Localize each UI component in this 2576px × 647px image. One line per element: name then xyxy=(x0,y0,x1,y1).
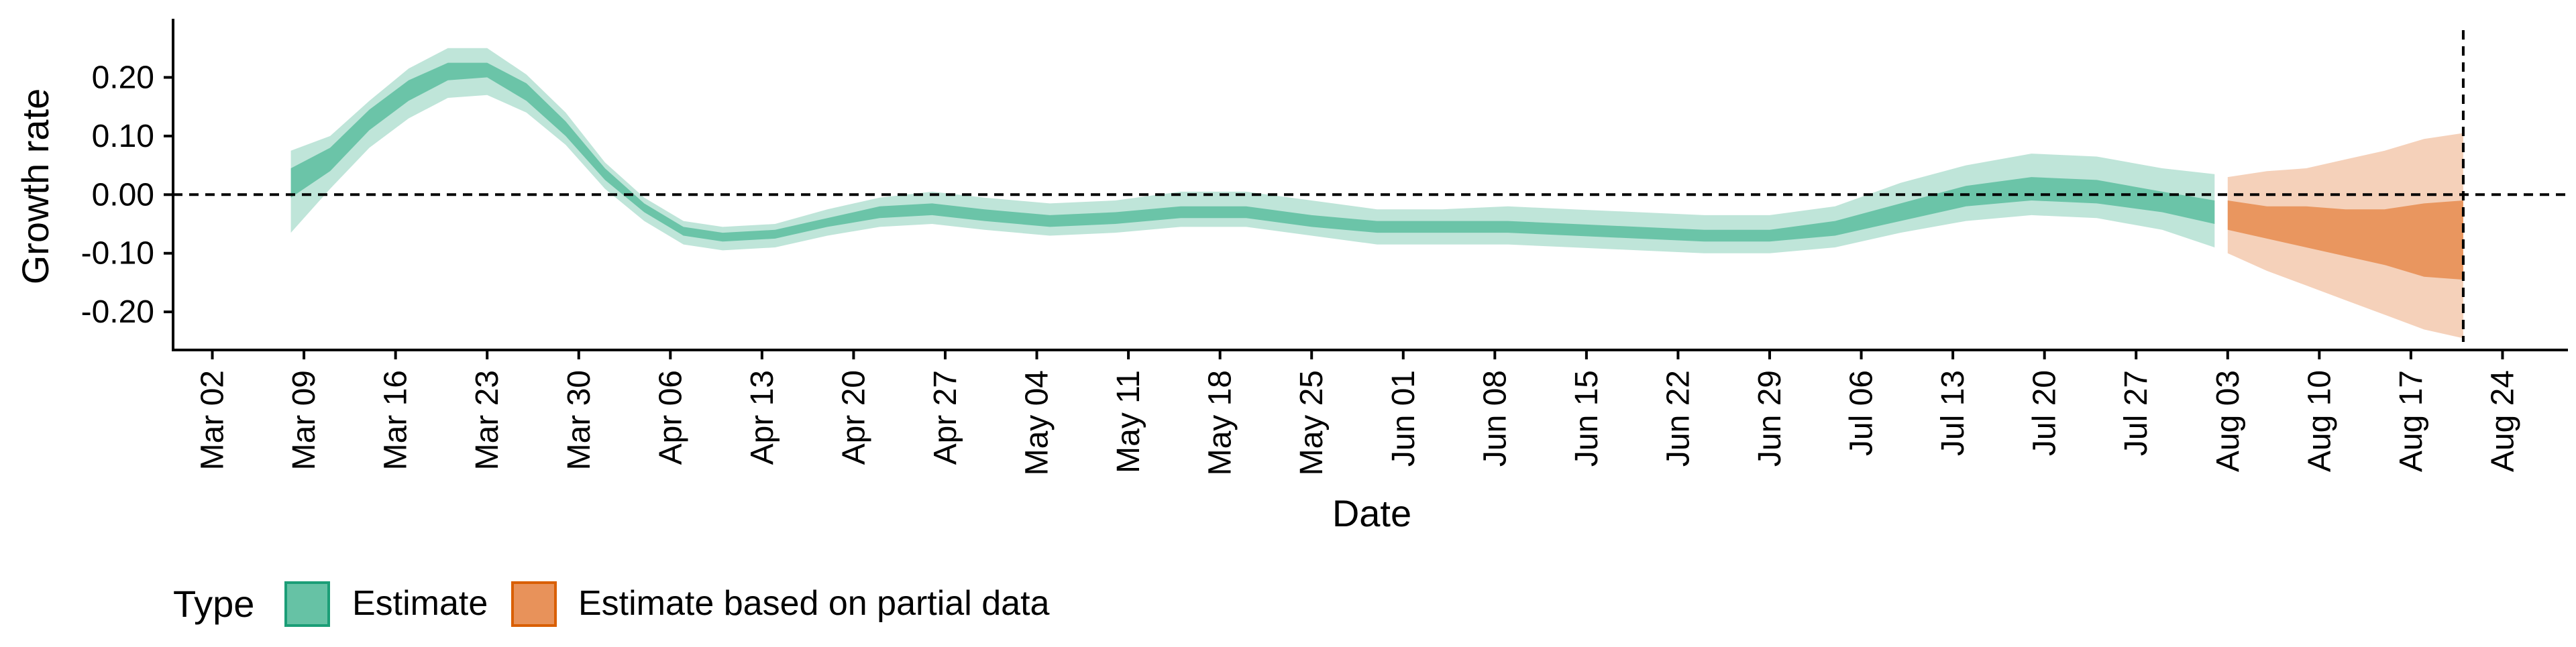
x-tick-label: Jun 01 xyxy=(1386,370,1421,467)
reference-lines xyxy=(173,30,2568,342)
bands-layer xyxy=(290,48,2463,339)
y-ticks: 0.20 0.10 0.00 -0.10 -0.20 xyxy=(81,60,173,330)
y-tick-label: -0.20 xyxy=(81,294,154,330)
x-tick-label: Jun 22 xyxy=(1660,370,1696,467)
y-axis-title: Growth rate xyxy=(14,89,56,285)
legend-key-estimate xyxy=(284,581,330,627)
y-tick-label: -0.10 xyxy=(81,236,154,272)
x-tick-label: Aug 17 xyxy=(2394,370,2429,472)
x-tick-label: Aug 10 xyxy=(2302,370,2337,472)
x-tick-label: Mar 23 xyxy=(470,370,505,470)
x-tick-label: Apr 06 xyxy=(653,370,688,465)
legend: Type Estimate Estimate based on partial … xyxy=(173,581,1050,627)
legend-label-partial-data: Estimate based on partial data xyxy=(578,584,1050,623)
x-tick-label: Mar 02 xyxy=(195,370,231,470)
x-tick-label: Jul 27 xyxy=(2118,370,2154,456)
x-tick-label: Aug 03 xyxy=(2210,370,2246,472)
x-tick-label: May 25 xyxy=(1294,370,1330,475)
x-tick-label: Aug 24 xyxy=(2485,370,2521,472)
x-tick-label: May 11 xyxy=(1111,370,1146,473)
x-tick-label: Jul 20 xyxy=(2027,370,2063,456)
x-ticks: Mar 02 Mar 09 Mar 16 Mar 23 Mar 30 Apr 06 Apr … xyxy=(195,350,2521,475)
partial-data-band-50 xyxy=(2227,200,2463,280)
legend-key-partial-data xyxy=(511,581,557,627)
x-tick-label: Apr 27 xyxy=(928,370,963,465)
x-tick-label: Apr 20 xyxy=(836,370,871,465)
y-tick-label: 0.20 xyxy=(92,60,154,95)
legend-title: Type xyxy=(173,583,254,625)
x-tick-label: Jun 29 xyxy=(1752,370,1788,467)
x-tick-label: Jun 08 xyxy=(1477,370,1513,467)
x-tick-label: May 04 xyxy=(1020,370,1055,475)
y-tick-label: 0.00 xyxy=(92,177,154,213)
x-axis-title: Date xyxy=(1332,492,1411,534)
x-tick-label: Jul 13 xyxy=(1935,370,1971,456)
x-tick-label: Apr 13 xyxy=(745,370,780,465)
x-tick-label: May 18 xyxy=(1203,370,1238,475)
x-tick-label: Mar 16 xyxy=(378,370,414,470)
x-tick-label: Jul 06 xyxy=(1844,370,1880,456)
legend-label-estimate: Estimate xyxy=(352,584,488,623)
x-tick-label: Jun 15 xyxy=(1569,370,1605,467)
axes xyxy=(172,19,2568,351)
y-tick-label: 0.10 xyxy=(92,119,154,154)
x-tick-label: Mar 09 xyxy=(286,370,322,470)
x-tick-label: Mar 30 xyxy=(561,370,597,470)
